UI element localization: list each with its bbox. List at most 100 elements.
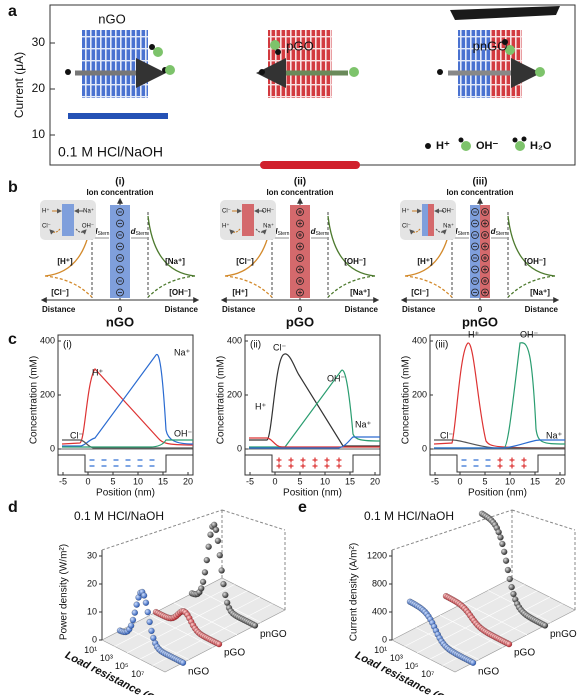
sphere <box>251 622 259 629</box>
sphere <box>508 584 515 591</box>
device-outline <box>58 454 193 473</box>
sphere <box>214 537 222 544</box>
device-name: nGO <box>106 314 134 329</box>
ion-label: OH⁻ <box>174 428 193 438</box>
ion <box>275 49 281 55</box>
y-tick-label: 1200 <box>367 550 387 560</box>
sphere <box>502 557 510 564</box>
device-label: nGO <box>188 666 209 677</box>
concentration-curve <box>249 369 381 448</box>
x-tick-label: 10⁷ <box>131 669 144 679</box>
inset-arrow <box>435 228 447 235</box>
sphere <box>200 578 207 586</box>
axis-label: Distance <box>42 305 76 314</box>
sphere <box>504 566 512 574</box>
axis-title: Ion concentration <box>86 188 153 197</box>
x-tick-label: 10⁵ <box>405 661 419 671</box>
ion-profile <box>327 215 376 277</box>
y-tick-label: 0 <box>50 443 55 453</box>
x-tick-label: 10¹ <box>374 645 387 655</box>
charge <box>471 277 479 285</box>
inset-ion: Na⁺ <box>83 208 94 215</box>
y-tick-label: 10 <box>32 127 46 141</box>
charge <box>116 242 124 251</box>
x-tick-label: 20 <box>183 476 193 486</box>
legend-marker <box>458 137 464 143</box>
inset-ion: Cl⁻ <box>222 209 231 215</box>
back-wall <box>391 509 513 551</box>
y-tick-label: 200 <box>412 389 427 399</box>
ion-profile <box>224 275 273 298</box>
panel-label: c <box>8 331 17 348</box>
x-tick-label: 10³ <box>390 653 403 663</box>
curves <box>433 342 566 449</box>
charge <box>471 208 479 216</box>
inset-ion: OH⁻ <box>442 209 454 215</box>
ion-profile <box>507 275 556 298</box>
inset-ion: OH⁻ <box>262 209 274 215</box>
subpanel-index: (i) <box>115 177 124 188</box>
legend-marker <box>515 141 525 151</box>
inset-arrow <box>255 228 267 235</box>
inset-membrane <box>428 204 434 236</box>
ion-label: OH⁻ <box>520 329 539 339</box>
ion-label: Na⁺ <box>546 430 563 440</box>
y-tick-label: 400 <box>372 606 387 616</box>
x-tick-label: 15 <box>158 476 168 486</box>
device-outline <box>245 454 380 473</box>
charge <box>471 242 479 251</box>
x-tick-label: 15 <box>530 476 540 486</box>
ion <box>165 65 175 75</box>
stern-symbol: d <box>491 227 497 236</box>
inset-ion: H⁺ <box>42 208 50 215</box>
inset-ion: H⁺ <box>402 208 410 215</box>
legend-label: OH⁻ <box>476 140 499 152</box>
sphere <box>201 569 209 576</box>
inset-arrow <box>75 228 87 235</box>
axis-label: Distance <box>525 305 559 314</box>
device-label: pGO <box>286 38 313 53</box>
sphere <box>207 531 214 538</box>
sphere <box>495 528 502 536</box>
ion <box>349 67 359 77</box>
charge <box>481 254 489 262</box>
charge <box>481 208 489 216</box>
axis-label: Distance <box>402 305 436 314</box>
charge <box>116 231 124 239</box>
x-tick-label: -5 <box>431 476 439 486</box>
x-tick-label: 15 <box>345 476 355 486</box>
ion-profile <box>147 275 196 298</box>
y-tick-label: 0 <box>382 634 387 644</box>
charge <box>471 265 479 274</box>
charge <box>296 288 304 297</box>
inset-ion: Na⁺ <box>443 223 454 230</box>
inset-ion: Cl⁻ <box>402 224 411 230</box>
sphere <box>140 592 148 599</box>
charge <box>481 219 489 228</box>
y-tick-label: 400 <box>412 335 427 345</box>
device-label: nGO <box>98 11 125 26</box>
stern-label: dStern <box>311 227 328 237</box>
ion <box>65 69 71 75</box>
x-tick-label: 20 <box>555 476 565 486</box>
subpanel-index: (ii) <box>250 340 261 351</box>
profile-label: [OH⁻] <box>344 257 366 266</box>
x-tick-label: 0 <box>272 476 277 486</box>
x-tick-label: 10⁷ <box>421 669 434 679</box>
sphere <box>203 557 210 564</box>
x-tick-label: 10 <box>133 476 143 486</box>
profile-label: [Cl⁻] <box>411 288 429 297</box>
device-name: pGO <box>286 314 314 329</box>
stern-label: dStern <box>491 227 508 237</box>
sphere <box>501 548 508 555</box>
sphere <box>179 659 187 666</box>
inset-membrane <box>62 204 68 236</box>
charge <box>116 254 124 262</box>
y-axis-title: Concentration (mM) <box>29 356 40 444</box>
concentration-curve <box>61 368 194 446</box>
sphere <box>148 627 155 634</box>
y-tick-label: 30 <box>87 550 97 560</box>
x-tick-label: 5 <box>482 476 487 486</box>
sphere <box>497 534 504 541</box>
